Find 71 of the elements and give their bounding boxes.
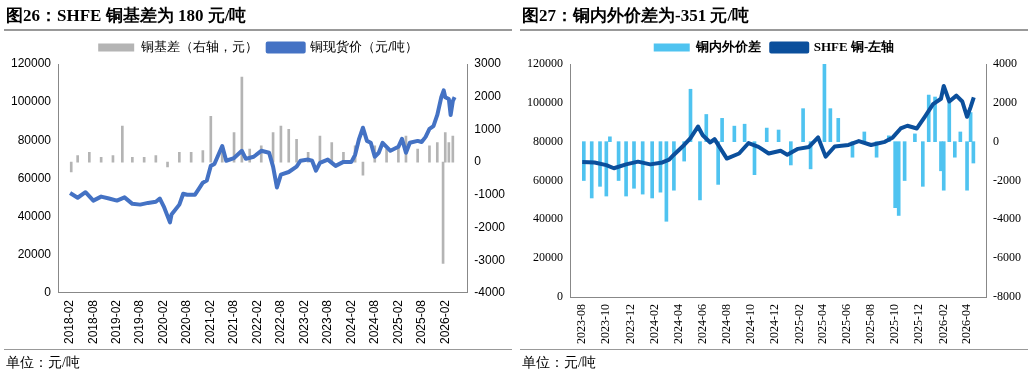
x-tick-label: 2024-12 [767, 304, 782, 344]
y-tick-label: 0 [557, 289, 563, 304]
x-tick-label: 2023-02 [296, 299, 311, 345]
x-tick-label: 2020-08 [179, 299, 194, 345]
y2-tick-label: 0 [993, 133, 999, 148]
y-tick-label: 40000 [533, 211, 563, 226]
chart-title: 图27：铜内外价差为-351 元/吨 [520, 0, 1028, 31]
x-tick-label: 2025-08 [413, 299, 428, 345]
y2-tick-label: 4000 [993, 56, 1017, 71]
x-tick-label: 2020-02 [156, 299, 171, 345]
x-tick-label: 2025-12 [911, 304, 926, 344]
legend-label: 铜内外价差 [695, 38, 762, 54]
x-tick-label: 2019-02 [109, 299, 124, 345]
x-tick-label: 2025-08 [863, 304, 878, 344]
legend-label: 铜基差（右轴，元） [139, 39, 258, 55]
y2-tick-label: -4000 [474, 285, 506, 300]
y-tick-label: 60000 [17, 170, 52, 185]
x-tick-label: 2023-10 [598, 304, 613, 344]
chart-title: 图26：SHFE 铜基差为 180 元/吨 [4, 0, 512, 31]
legend-label: SHFE 铜-左轴 [813, 38, 895, 54]
text: 单位：元/吨 [4, 349, 512, 378]
y2-tick-label: -8000 [993, 289, 1021, 304]
y2-tick-label: 2000 [474, 89, 502, 104]
y2-tick-label: 3000 [474, 56, 502, 71]
x-tick-label: 2024-08 [718, 304, 733, 344]
y2-tick-label: -4000 [993, 211, 1021, 226]
y-tick-label: 20000 [533, 250, 563, 265]
x-tick-label: 2018-08 [85, 299, 100, 345]
x-tick-label: 2024-10 [743, 304, 758, 344]
y-tick-label: 100000 [527, 94, 563, 109]
y2-tick-label: -3000 [474, 252, 506, 267]
y-tick-label: 60000 [533, 172, 563, 187]
x-tick-label: 2021-02 [203, 299, 218, 345]
y-tick-label: 120000 [527, 56, 563, 71]
y2-tick-label: -6000 [993, 250, 1021, 265]
x-tick-label: 2025-06 [839, 304, 854, 344]
x-tick-label: 2026-02 [437, 299, 452, 345]
y-tick-label: 40000 [17, 208, 52, 223]
y2-tick-label: 2000 [993, 94, 1017, 109]
legend-label: 铜现货价（元/吨） [309, 39, 418, 55]
y-tick-label: 100000 [11, 94, 52, 109]
x-tick-label: 2024-02 [647, 304, 662, 344]
x-tick-label: 2025-02 [791, 304, 806, 344]
x-tick-label: 2025-04 [815, 304, 829, 344]
x-tick-label: 2025-02 [390, 299, 405, 345]
x-tick-label: 2025-10 [887, 304, 902, 344]
y-tick-label: 80000 [533, 133, 563, 148]
x-tick-label: 2026-02 [935, 304, 950, 344]
x-tick-label: 2018-02 [62, 299, 77, 345]
x-tick-label: 2024-02 [343, 299, 358, 345]
x-tick-label: 2024-08 [367, 299, 382, 345]
y-tick-label: 20000 [17, 247, 52, 262]
x-tick-label: 2024-06 [694, 304, 709, 344]
y2-tick-label: 1000 [474, 121, 502, 136]
y-tick-label: 80000 [17, 132, 52, 147]
x-tick-label: 2023-12 [622, 304, 637, 344]
x-tick-label: 2022-08 [273, 299, 288, 345]
x-tick-label: 2023-08 [574, 304, 589, 344]
y-tick-label: 0 [44, 285, 52, 300]
y2-tick-label: -2000 [474, 219, 506, 234]
text: 单位：元/吨 [520, 349, 1028, 378]
y2-tick-label: -2000 [993, 172, 1021, 187]
x-tick-label: 2022-02 [249, 299, 264, 345]
x-tick-label: 2021-08 [226, 299, 241, 345]
x-tick-label: 2024-04 [670, 304, 685, 344]
x-tick-label: 2019-08 [132, 299, 147, 345]
y2-tick-label: -1000 [474, 187, 506, 202]
y2-tick-label: 0 [474, 154, 482, 169]
y-tick-label: 120000 [11, 56, 52, 71]
x-tick-label: 2023-08 [320, 299, 335, 345]
x-tick-label: 2026-04 [959, 304, 974, 344]
